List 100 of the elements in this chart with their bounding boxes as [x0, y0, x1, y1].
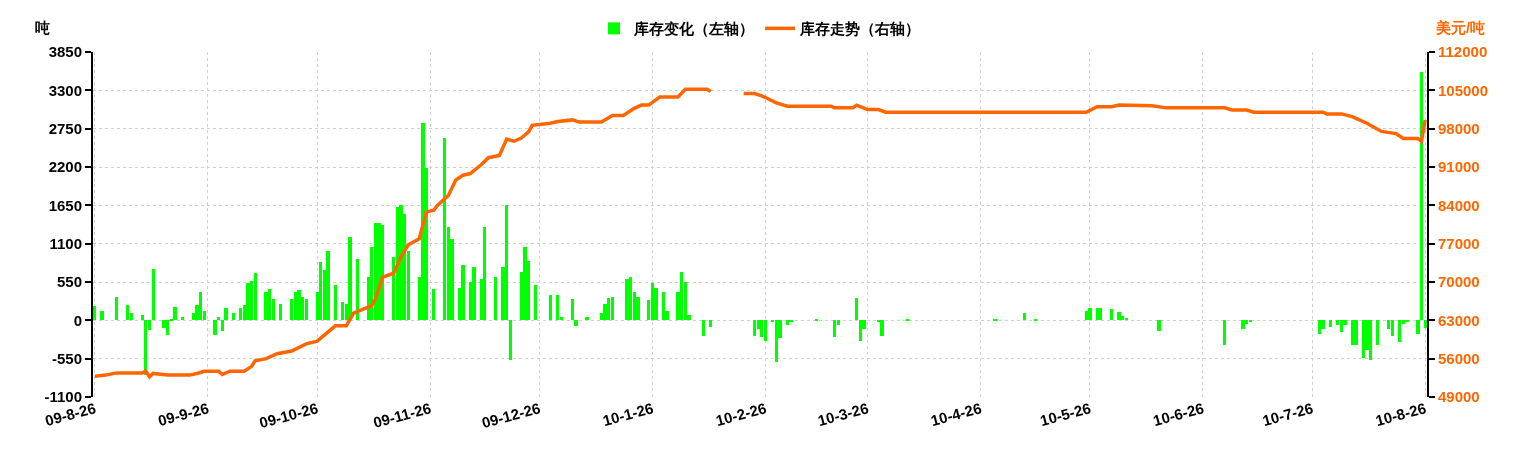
y2-tick-label: 63000 — [1438, 311, 1480, 329]
bar — [264, 292, 268, 320]
bar — [1369, 320, 1372, 360]
bar — [334, 285, 337, 320]
bar — [1318, 320, 1321, 334]
legend-label: 库存变化（左轴） — [633, 20, 754, 38]
bar — [356, 259, 359, 320]
bar — [144, 320, 147, 375]
bar — [126, 305, 129, 320]
bar — [319, 262, 322, 320]
y-axis-title: 吨 — [35, 19, 50, 36]
bar — [213, 320, 217, 335]
bar — [421, 123, 425, 320]
x-tick-label: 10-5-26 — [1038, 399, 1093, 430]
bar — [1329, 320, 1332, 327]
bar — [166, 320, 169, 335]
bar — [432, 289, 435, 320]
bar — [1354, 320, 1358, 345]
bar — [651, 283, 654, 320]
bar — [680, 272, 683, 320]
bar — [611, 297, 614, 320]
bar — [523, 247, 527, 320]
bar — [254, 273, 257, 320]
bar — [1157, 320, 1161, 331]
bar — [461, 265, 465, 320]
legend-label: 库存走势（右轴） — [799, 20, 920, 38]
x-tick-label: 10-8-26 — [1373, 399, 1428, 430]
bar — [753, 320, 756, 336]
bar — [381, 225, 384, 320]
y2-tick-label: 98000 — [1438, 119, 1480, 137]
bar — [1099, 308, 1102, 320]
bar — [760, 320, 763, 337]
bar — [585, 317, 589, 320]
bar — [1117, 312, 1121, 320]
bar — [224, 308, 228, 320]
y-tick-label: 0 — [73, 311, 82, 329]
bar — [268, 289, 271, 320]
bar — [399, 205, 403, 320]
bar — [880, 320, 884, 336]
bar — [1398, 320, 1401, 342]
bar — [93, 306, 96, 320]
bar — [629, 277, 632, 320]
bar — [1085, 311, 1088, 320]
x-tick-label: 10-1-26 — [600, 399, 656, 430]
bar — [607, 298, 610, 320]
y2-tick-label: 49000 — [1438, 388, 1480, 406]
bar — [1121, 316, 1124, 320]
x-tick-label: 09-12-26 — [479, 399, 543, 432]
x-tick-label: 10-2-26 — [713, 399, 769, 430]
bar — [279, 304, 282, 320]
x-tick-label: 10-3-26 — [815, 399, 871, 430]
bar — [115, 297, 118, 320]
y2-tick-label: 112000 — [1438, 43, 1488, 61]
y-tick-label: 2750 — [48, 119, 82, 137]
bar — [221, 320, 224, 331]
bar — [859, 320, 862, 341]
bar — [396, 207, 399, 320]
bar — [246, 283, 250, 320]
y-tick-label: 1650 — [48, 196, 82, 214]
bar — [239, 308, 242, 320]
bar — [1110, 309, 1113, 320]
bar — [505, 205, 508, 320]
bar — [100, 311, 104, 320]
bar — [305, 299, 308, 320]
y2-tick-label: 91000 — [1438, 158, 1480, 176]
x-tick-label: 09-9-26 — [156, 399, 211, 430]
y-tick-label: 2200 — [48, 158, 82, 176]
bar — [141, 315, 144, 320]
y2-tick-label: 84000 — [1438, 196, 1480, 214]
bar — [786, 320, 789, 325]
y-tick-label: 1100 — [49, 234, 82, 252]
y2-axis-title: 美元/吨 — [1435, 19, 1486, 36]
y2-tick-label: 105000 — [1438, 81, 1489, 99]
bar — [1416, 320, 1420, 334]
x-tick-label: 09-11-26 — [371, 399, 433, 431]
x-tick-label: 10-6-26 — [1151, 399, 1206, 430]
y-tick-label: 3300 — [48, 81, 82, 99]
bar — [1351, 320, 1354, 345]
y-tick-label: -1100 — [44, 388, 82, 406]
bar — [341, 302, 344, 320]
y2-tick-label: 77000 — [1438, 234, 1480, 252]
bar — [472, 267, 476, 320]
bar — [173, 307, 177, 320]
bar — [662, 292, 665, 320]
bar — [1241, 320, 1245, 329]
bar — [181, 317, 184, 320]
bar — [709, 320, 712, 327]
y2-tick-label: 70000 — [1438, 273, 1480, 291]
bar — [775, 320, 778, 362]
bar — [764, 320, 767, 341]
bar — [556, 295, 559, 320]
bar — [348, 237, 352, 320]
bar — [1424, 320, 1427, 328]
bar — [374, 223, 377, 320]
bar — [1096, 308, 1099, 320]
bar — [1223, 320, 1226, 345]
bar — [494, 277, 497, 320]
bar — [1376, 320, 1379, 345]
bar — [1420, 72, 1423, 320]
bar — [855, 298, 858, 320]
